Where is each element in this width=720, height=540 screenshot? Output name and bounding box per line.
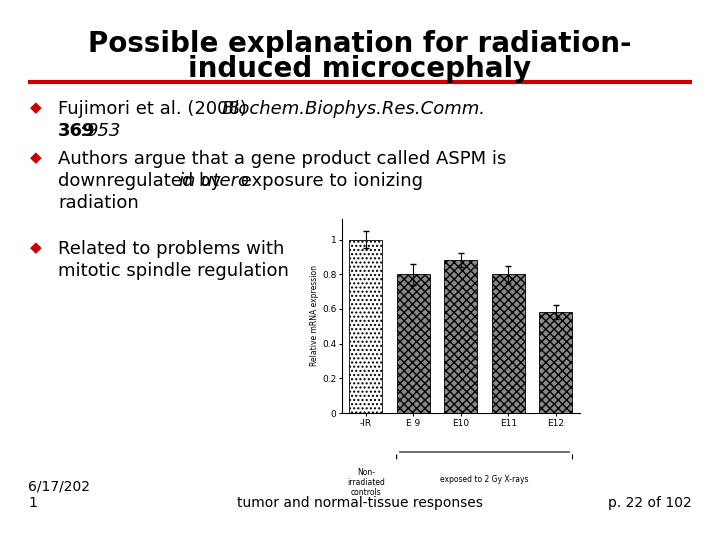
Y-axis label: Relative mRNA expression: Relative mRNA expression (310, 265, 319, 367)
Text: ◆: ◆ (30, 240, 42, 255)
Text: ◆: ◆ (30, 150, 42, 165)
Text: Biochem.Biophys.Res.Comm.: Biochem.Biophys.Res.Comm. (221, 100, 485, 118)
Text: induced microcephaly: induced microcephaly (189, 55, 531, 83)
Text: in utero: in utero (179, 172, 248, 190)
Text: Authors argue that a gene product called ASPM is: Authors argue that a gene product called… (58, 150, 506, 168)
Text: :: : (80, 122, 86, 140)
Bar (397, 274, 430, 413)
Bar (444, 260, 477, 413)
Text: Possible explanation for radiation-: Possible explanation for radiation- (89, 30, 631, 58)
Bar (492, 274, 525, 413)
Text: radiation: radiation (58, 194, 139, 212)
Text: downregulated by: downregulated by (58, 172, 227, 190)
Text: exposed to 2 Gy X-rays: exposed to 2 Gy X-rays (441, 475, 528, 484)
Bar (539, 313, 572, 413)
Text: exposure to ionizing: exposure to ionizing (235, 172, 423, 190)
Text: 6/17/202
1: 6/17/202 1 (28, 480, 90, 510)
Text: 953: 953 (86, 122, 120, 140)
Text: Related to problems with: Related to problems with (58, 240, 284, 258)
Text: mitotic spindle regulation: mitotic spindle regulation (58, 262, 289, 280)
Text: tumor and normal-tissue responses: tumor and normal-tissue responses (237, 496, 483, 510)
Bar (349, 240, 382, 413)
Text: 369: 369 (58, 122, 96, 140)
Text: p. 22 of 102: p. 22 of 102 (608, 496, 692, 510)
Text: Fujimori et al. (2008): Fujimori et al. (2008) (58, 100, 253, 118)
Text: Non-
irradiated
controls: Non- irradiated controls (347, 468, 384, 497)
Text: ◆: ◆ (30, 100, 42, 115)
